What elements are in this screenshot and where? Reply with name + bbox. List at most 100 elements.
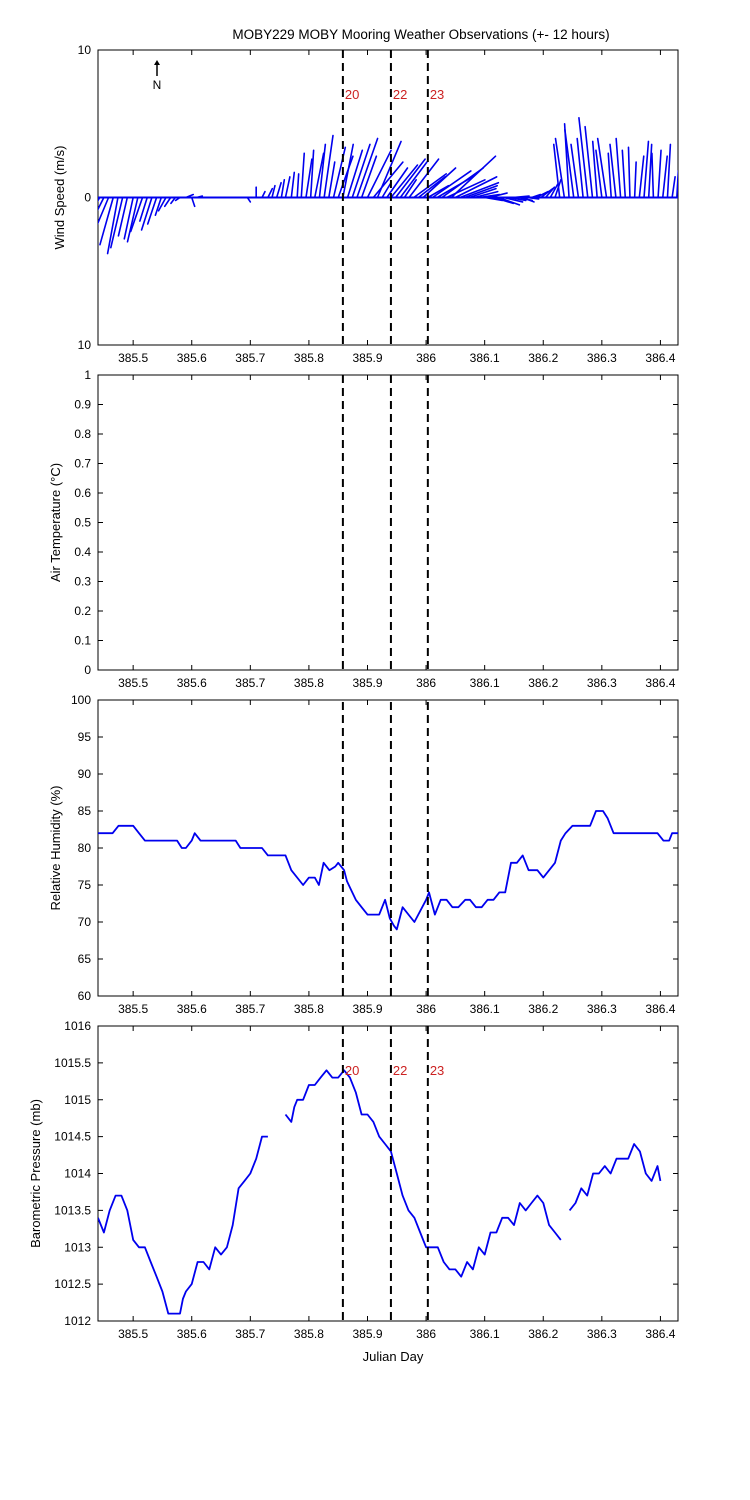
wind-vector — [502, 196, 524, 203]
plot-area-frame — [97, 1025, 679, 1322]
wind-vector — [123, 196, 134, 240]
wind-vector — [163, 196, 172, 208]
wind-vector — [296, 173, 300, 199]
wind-vector — [526, 196, 540, 200]
plot-area-frame — [97, 374, 679, 671]
wind-vector — [154, 196, 163, 216]
y-tick-label: 80 — [78, 841, 92, 855]
series-line — [98, 810, 678, 931]
wind-vector — [497, 196, 521, 206]
y-tick-label: 0.8 — [74, 427, 91, 441]
x-tick-label: 385.6 — [177, 1002, 207, 1016]
x-tick-label: 386 — [416, 351, 436, 365]
wind-vector — [564, 128, 575, 199]
y-tick-label: 1014.5 — [54, 1130, 91, 1144]
x-tick-label: 386.4 — [645, 1002, 675, 1016]
wind-vector — [488, 192, 508, 199]
wind-vector — [554, 137, 566, 199]
wind-vector — [318, 143, 327, 199]
series-group — [98, 117, 678, 255]
air-temperature-panel: 385.5 385.6 385.7 385.8 385.9 386 386.1 386.2 38… — [48, 368, 679, 690]
wind-vector — [399, 161, 428, 199]
wind-vector — [346, 149, 364, 199]
panels: 385.5 385.6 385.7 385.8 385.9 386 386.1 386.2 38… — [28, 43, 679, 1341]
x-tick-label: 385.8 — [294, 351, 324, 365]
figure-title: MOBY229 MOBY Mooring Weather Observation… — [232, 27, 609, 42]
x-tick-label: 385.8 — [294, 1002, 324, 1016]
wind-vector — [129, 196, 144, 233]
wind-vector — [190, 196, 196, 208]
x-tick-label: 386.1 — [470, 676, 500, 690]
wind-vector — [422, 167, 457, 199]
wind-speed-panel: 385.5 385.6 385.7 385.8 385.9 386 386.1 386.2 38… — [52, 43, 679, 365]
wind-vector — [261, 190, 266, 199]
series-line — [98, 1135, 268, 1315]
x-tick-label: 386.3 — [587, 676, 617, 690]
x-tick-label: 386 — [416, 676, 436, 690]
x-tick-label: 385.5 — [118, 676, 148, 690]
wind-vector — [576, 137, 584, 199]
barometric-pressure-panel: 385.5 385.6 385.7 385.8 385.9 386 386.1 386.2 38… — [28, 1019, 679, 1341]
x-axis-label: Julian Day — [363, 1349, 424, 1364]
wind-vector — [342, 143, 355, 199]
wind-vector — [454, 176, 498, 199]
wind-vector — [507, 196, 527, 202]
x-tick-label: 385.5 — [118, 351, 148, 365]
wind-vector — [98, 196, 110, 225]
x-tick-label: 386.3 — [587, 1002, 617, 1016]
wind-vector — [328, 161, 336, 199]
wind-vector — [195, 195, 204, 199]
wind-vector — [110, 196, 124, 249]
x-tick-label: 385.5 — [118, 1327, 148, 1341]
wind-vector — [366, 149, 392, 199]
wind-vector — [666, 143, 672, 199]
wind-vector — [621, 149, 627, 199]
y-tick-label: 1015.5 — [54, 1056, 91, 1070]
y-tick-label: 85 — [78, 804, 92, 818]
wind-vector — [596, 137, 608, 199]
wind-vector — [146, 196, 158, 225]
wind-vector — [356, 137, 379, 199]
y-tick-label: 1015 — [64, 1093, 91, 1107]
wind-vector — [381, 181, 392, 199]
y-tick-label: 10 — [78, 43, 92, 57]
y-tick-label: 10 — [78, 338, 92, 352]
x-tick-label: 385.8 — [294, 676, 324, 690]
y-tick-label: 70 — [78, 915, 92, 929]
y-tick-label: 0.5 — [74, 516, 91, 530]
wind-vector — [607, 152, 613, 199]
series-group — [98, 1069, 662, 1315]
x-tick-label: 386.2 — [528, 676, 558, 690]
wind-vector — [657, 149, 662, 199]
wind-vector — [157, 196, 167, 212]
wind-vector — [360, 155, 378, 199]
wind-vector — [390, 164, 419, 199]
y-tick-label: 60 — [78, 989, 92, 1003]
wind-vector — [408, 158, 440, 199]
y-tick-label: 100 — [71, 693, 91, 707]
wind-vector — [552, 143, 561, 199]
wind-vector — [493, 196, 515, 205]
y-tick-label: 0 — [84, 191, 91, 205]
wind-vector — [671, 176, 676, 199]
wind-vector — [170, 196, 177, 205]
wind-vector — [544, 186, 556, 199]
wind-vector — [473, 190, 499, 199]
y-tick-label: 75 — [78, 878, 92, 892]
wind-vector — [441, 167, 484, 199]
x-tick-label: 386.1 — [470, 351, 500, 365]
x-tick-label: 385.7 — [235, 1002, 265, 1016]
wind-vector — [535, 190, 549, 199]
event-marker-label: 20 — [345, 1063, 359, 1078]
x-tick-label: 386.3 — [587, 351, 617, 365]
wind-vector — [511, 195, 530, 199]
x-tick-label: 385.9 — [352, 1002, 382, 1016]
x-tick-label: 385.7 — [235, 1327, 265, 1341]
wind-vector — [394, 158, 426, 199]
y-tick-label: 95 — [78, 730, 92, 744]
x-tick-label: 386 — [416, 1327, 436, 1341]
wind-vector — [521, 196, 535, 203]
event-marker-label: 22 — [393, 1063, 407, 1078]
event-marker-label: 20 — [345, 87, 359, 102]
